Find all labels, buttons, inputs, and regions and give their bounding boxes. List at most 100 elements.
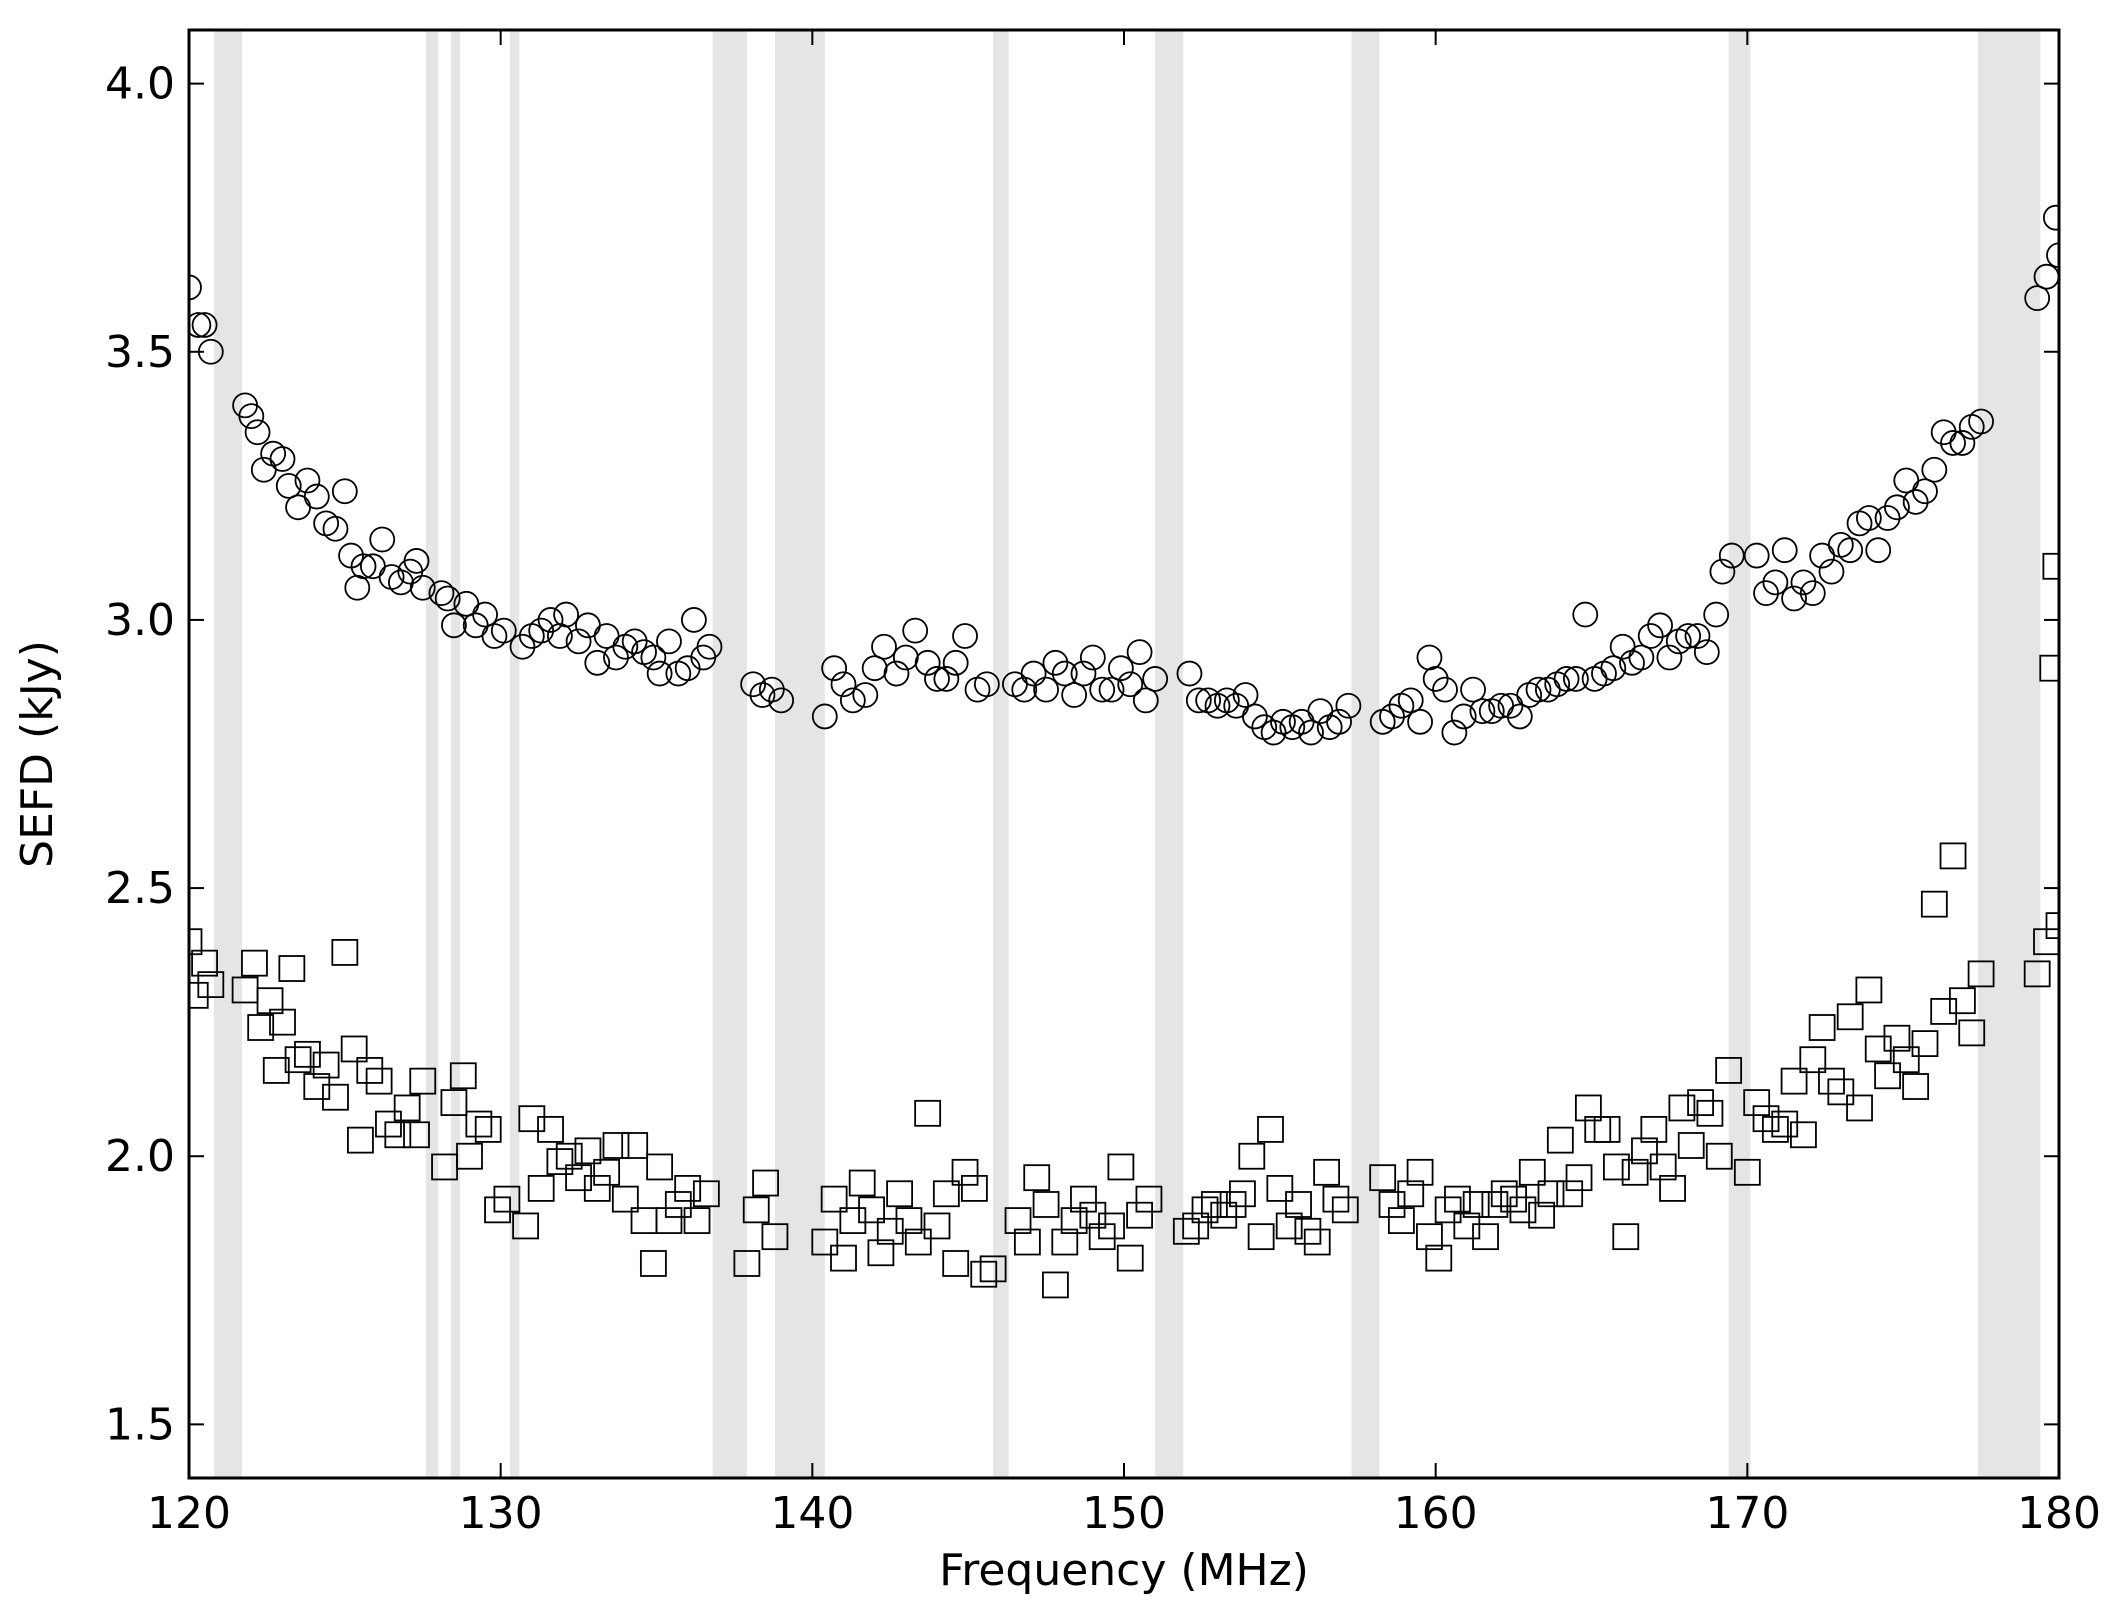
circle-marker: [1884, 494, 1910, 521]
square-marker: [1285, 1191, 1312, 1218]
square-marker: [733, 1250, 761, 1277]
square-marker: [1013, 1228, 1041, 1256]
square-marker: [375, 1110, 402, 1138]
circle-marker: [902, 617, 929, 644]
square-marker: [449, 1062, 477, 1090]
square-marker: [440, 1089, 468, 1116]
circle-marker: [1223, 692, 1250, 719]
square-marker: [1790, 1121, 1817, 1149]
square-marker: [742, 1196, 770, 1224]
circle-marker: [1033, 676, 1059, 703]
circle-marker: [428, 580, 455, 607]
square-marker: [1846, 1094, 1873, 1122]
circle-marker: [1260, 719, 1287, 746]
square-marker: [761, 1223, 789, 1251]
circle-marker: [1185, 687, 1212, 714]
square-marker: [1481, 1191, 1509, 1218]
circle-marker: [441, 612, 467, 639]
square-marker: [1705, 1142, 1733, 1170]
circle-marker: [462, 612, 489, 639]
circle-marker: [768, 687, 795, 714]
circle-marker: [1079, 644, 1106, 671]
circle-marker: [696, 633, 723, 660]
square-marker: [593, 1158, 621, 1186]
circle-marker: [1930, 419, 1957, 446]
circle-marker: [388, 569, 414, 596]
circle-marker: [593, 623, 620, 649]
circle-marker: [1126, 639, 1153, 666]
circle-marker: [1379, 703, 1405, 730]
circle-marker: [1968, 408, 1994, 435]
flagged-band: [450, 30, 461, 1478]
square-marker: [1799, 1046, 1827, 1074]
circle-marker: [294, 467, 321, 494]
circle-marker: [1553, 666, 1580, 692]
square-marker: [979, 1255, 1007, 1283]
square-marker: [1958, 1019, 1986, 1047]
flagged-band: [1977, 30, 2041, 1478]
circle-marker: [1298, 719, 1324, 746]
square-marker: [1369, 1164, 1397, 1192]
plot-frame: [187, 28, 2061, 1480]
y-tick-label: 2.5: [105, 863, 175, 914]
circle-marker: [1416, 644, 1443, 671]
circle-marker: [1432, 676, 1458, 703]
circle-marker: [1011, 676, 1038, 703]
square-marker: [1070, 1185, 1097, 1213]
square-marker: [189, 928, 203, 956]
square-marker: [904, 1228, 932, 1256]
square-marker: [1453, 1212, 1481, 1240]
circle-marker: [1042, 649, 1069, 676]
circle-marker: [1232, 682, 1259, 708]
circle-marker: [933, 666, 960, 692]
square-marker: [1649, 1153, 1677, 1181]
circle-marker: [1902, 489, 1929, 515]
square-marker: [278, 955, 306, 982]
square-marker: [811, 1228, 839, 1256]
circle-marker: [322, 515, 349, 542]
square-marker: [1677, 1132, 1705, 1159]
circle-marker: [1703, 601, 1730, 628]
square-marker: [683, 1207, 711, 1234]
circle-marker: [830, 671, 857, 698]
circle-marker: [1949, 430, 1976, 456]
circle-marker: [1132, 687, 1159, 714]
square-marker: [1761, 1116, 1789, 1143]
circle-marker: [1591, 660, 1617, 687]
circle-marker: [584, 649, 611, 676]
square-marker: [1565, 1164, 1593, 1192]
circle-marker: [1628, 644, 1655, 671]
square-marker: [1116, 1244, 1144, 1272]
y-axis-label: SEFD (kJy): [12, 640, 63, 868]
square-marker: [1079, 1201, 1107, 1229]
square-marker: [839, 1207, 867, 1234]
circle-marker: [674, 655, 701, 682]
square-marker: [241, 949, 268, 977]
square-marker: [1088, 1223, 1116, 1251]
square-marker: [1378, 1191, 1406, 1218]
circle-marker: [238, 403, 265, 430]
circle-marker: [1684, 623, 1711, 649]
square-marker: [867, 1239, 895, 1267]
square-marker: [961, 1175, 988, 1202]
square-marker: [393, 1094, 421, 1122]
square-marker: [1827, 1078, 1855, 1106]
circle-marker: [1827, 531, 1854, 558]
square-marker: [1836, 1003, 1864, 1031]
circle-marker: [1855, 505, 1882, 531]
square-marker: [1462, 1191, 1490, 1218]
circle-marker: [1335, 692, 1362, 719]
circle-marker: [1675, 623, 1702, 649]
circle-marker: [553, 601, 580, 628]
circle-marker: [1441, 719, 1468, 746]
square-marker: [1042, 1271, 1069, 1299]
square-marker: [1948, 987, 1976, 1015]
flagged-band: [1728, 30, 1751, 1478]
circle-marker: [303, 483, 330, 510]
circle-marker: [1326, 708, 1352, 735]
square-marker: [1659, 1175, 1686, 1202]
circle-marker: [1762, 569, 1789, 596]
circle-marker: [344, 574, 371, 601]
circle-marker: [883, 660, 910, 687]
